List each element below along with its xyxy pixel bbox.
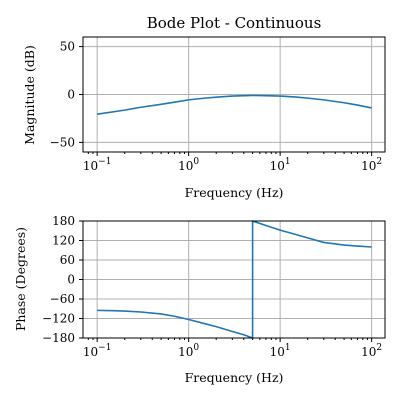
- phase-plot: 10−1 100 101 102 180 120 60 0 −60 −120 −180 Freque…: [13, 214, 386, 385]
- phase-ytick-label: −120: [42, 312, 75, 326]
- magnitude-ytick-label: 50: [60, 40, 75, 54]
- phase-ticks: 10−1 100 101 102 180 120 60 0 −60 −120 −180: [42, 214, 382, 359]
- magnitude-plot: 10−1 100 101 102 50 0 −50 Frequency (Hz) Magni…: [22, 36, 386, 200]
- magnitude-xlabel: Frequency (Hz): [185, 185, 284, 200]
- magnitude-ticks: 10−1 100 101 102 50 0 −50: [50, 40, 382, 173]
- magnitude-xtick-label: 100: [178, 157, 199, 173]
- phase-ytick-label: 60: [60, 253, 75, 267]
- magnitude-ylabel: Magnitude (dB): [22, 45, 37, 145]
- phase-ytick-label: −180: [42, 331, 75, 345]
- magnitude-series-line: [97, 94, 372, 115]
- magnitude-series: [97, 94, 372, 115]
- phase-xtick-label: 10−1: [83, 343, 112, 359]
- magnitude-ytick-label: −50: [50, 135, 75, 149]
- phase-series: [97, 220, 372, 339]
- phase-xtick-label: 100: [178, 343, 199, 359]
- phase-ytick-label: −60: [50, 292, 75, 306]
- magnitude-grid: [83, 37, 385, 152]
- phase-xlabel: Frequency (Hz): [185, 370, 284, 385]
- phase-ytick-label: 120: [52, 234, 75, 248]
- phase-ytick-label: 0: [67, 273, 75, 287]
- magnitude-xtick-label: 102: [361, 157, 382, 173]
- magnitude-ytick-label: 0: [67, 88, 75, 102]
- magnitude-xtick-label: 10−1: [83, 157, 112, 173]
- chart-title: Bode Plot - Continuous: [147, 14, 322, 32]
- phase-ylabel: Phase (Degrees): [13, 227, 28, 331]
- phase-xtick-label: 102: [361, 343, 382, 359]
- phase-series-line: [97, 220, 372, 339]
- magnitude-xtick-label: 101: [270, 157, 291, 173]
- phase-ytick-label: 180: [52, 214, 75, 228]
- phase-xtick-label: 101: [270, 343, 291, 359]
